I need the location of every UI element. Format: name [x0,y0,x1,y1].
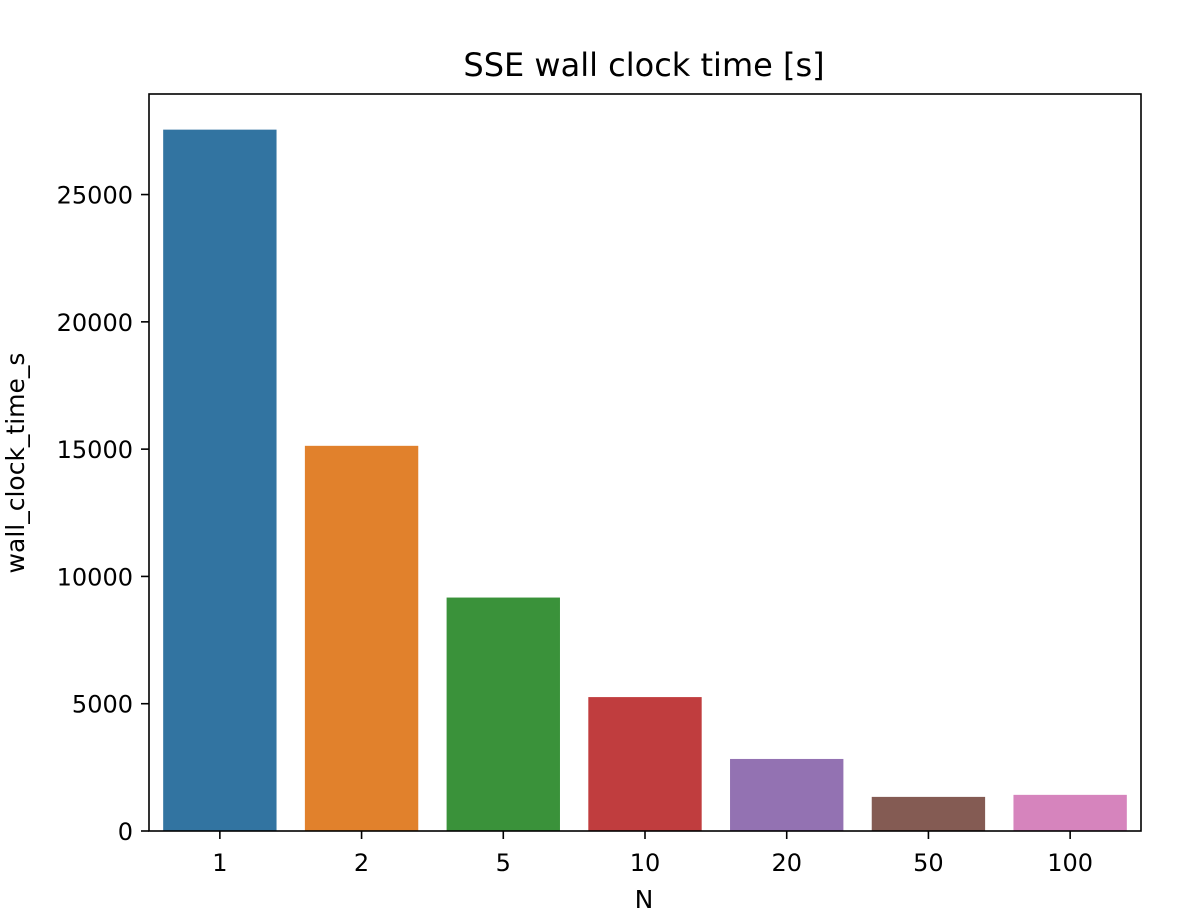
bar-20 [730,758,844,831]
x-tick-label: 100 [1047,849,1093,877]
bar-1 [163,129,277,832]
y-axis: 0 5000 10000 15000 20000 25000 [57,182,149,846]
x-tick-label: 50 [913,849,944,877]
y-tick-label: 20000 [57,309,133,337]
x-axis-label: N [635,885,654,914]
y-tick-label: 5000 [72,691,133,719]
bar-50 [871,796,986,831]
x-axis: 1 2 5 10 20 50 100 [212,831,1093,877]
bar-2 [304,445,419,831]
x-tick-label: 10 [630,849,661,877]
chart-title: SSE wall clock time [s] [463,46,824,84]
x-tick-label: 5 [496,849,511,877]
x-tick-label: 1 [212,849,227,877]
bar-10 [588,697,702,831]
y-tick-label: 25000 [57,182,133,210]
y-tick-label: 0 [118,818,133,846]
y-tick-label: 10000 [57,563,133,591]
y-axis-label: wall_clock_time_s [1,353,30,574]
x-tick-label: 20 [771,849,802,877]
y-tick-label: 15000 [57,436,133,464]
bar-5 [446,597,560,831]
x-tick-label: 2 [354,849,369,877]
bars-group [163,129,1127,832]
bar-100 [1013,794,1127,831]
